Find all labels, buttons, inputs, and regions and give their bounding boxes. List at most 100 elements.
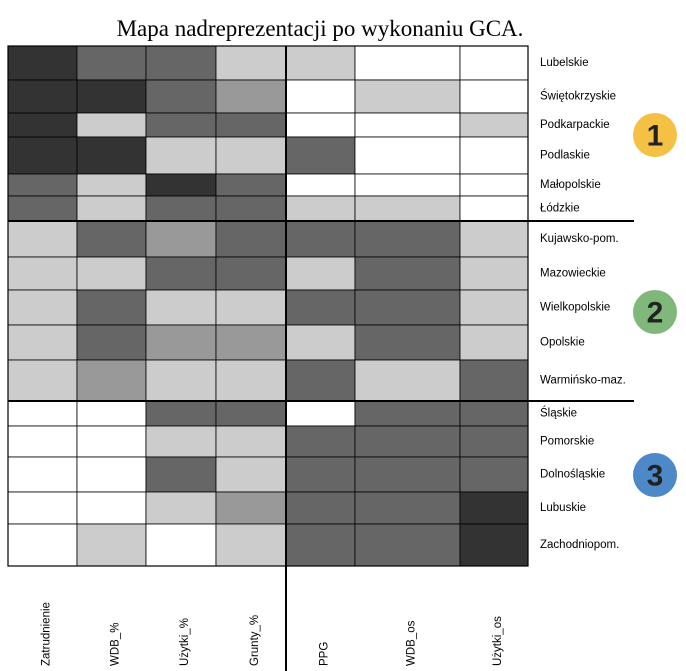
cell [145,112,217,138]
cell [459,220,529,258]
cell [145,425,217,458]
cell [459,79,529,114]
cell [76,289,147,326]
cell [285,136,356,175]
cell [459,359,529,402]
row-label: Pomorskie [540,436,594,448]
cell [145,220,217,258]
cell [7,289,78,326]
row-label: Zachodniopom. [540,539,619,551]
cell [76,136,147,175]
cell [285,256,356,291]
row-label: Łódzkie [540,203,580,215]
group-badge [633,113,677,157]
cell [459,523,529,567]
cell [459,324,529,361]
cell [76,400,147,427]
row-label: Lubelskie [540,57,589,69]
row-label: Dolnośląskie [540,469,605,481]
column-label: Grunty_% [249,615,261,666]
cell [145,173,217,197]
cell [215,289,287,326]
row-label: Małopolskie [540,179,601,191]
cell [76,195,147,222]
cell [145,136,217,175]
cell [285,173,356,197]
group-number: 2 [647,297,664,330]
group-badge [633,290,677,334]
cell [76,79,147,114]
cell [215,425,287,458]
row-label: Kujawsko-pom. [540,233,619,245]
cell [215,400,287,427]
cell [354,195,461,222]
cell [145,324,217,361]
cell [7,359,78,402]
row-label: Opolskie [540,337,585,349]
cell [215,79,287,114]
cell [145,45,217,81]
cell [145,256,217,291]
cell [215,456,287,493]
row-label: Lubuskie [540,502,586,514]
cell [354,136,461,175]
cell [354,425,461,458]
column-label: Użytki_% [179,618,191,666]
cell [76,45,147,81]
cell [285,220,356,258]
row-label: Wielkopolskie [540,302,610,314]
cell [459,456,529,493]
cell [285,45,356,81]
cell [459,491,529,525]
cell [459,112,529,138]
cell [7,400,78,427]
cell [459,136,529,175]
cell [354,256,461,291]
cell [76,112,147,138]
column-label: Zatrudnienie [41,602,53,666]
cell [459,195,529,222]
cell [7,220,78,258]
cell [354,491,461,525]
cell [215,45,287,81]
cell [76,220,147,258]
cell [215,256,287,291]
cell [76,456,147,493]
cell [7,324,78,361]
cell [76,256,147,291]
cell [459,400,529,427]
cell [215,112,287,138]
cell [215,359,287,402]
cell [215,324,287,361]
cell [7,256,78,291]
cell [354,112,461,138]
cell [145,289,217,326]
cell [354,173,461,197]
group-number: 3 [647,460,664,493]
cell [459,173,529,197]
cell [215,136,287,175]
cell [76,425,147,458]
cell [459,425,529,458]
cell [7,45,78,81]
cell [354,456,461,493]
cell [285,289,356,326]
cell [7,112,78,138]
group-number: 1 [647,120,664,153]
cell [7,173,78,197]
cell [354,289,461,326]
cell [7,79,78,114]
cell [354,45,461,81]
cell [285,359,356,402]
cell [285,112,356,138]
cell [459,289,529,326]
cell [285,195,356,222]
cell [285,523,356,567]
cell [459,256,529,291]
cell [145,359,217,402]
cell [459,45,529,81]
row-label: Świętokrzyskie [540,90,616,103]
column-label: Użytki_os [492,616,504,666]
cell [145,400,217,427]
